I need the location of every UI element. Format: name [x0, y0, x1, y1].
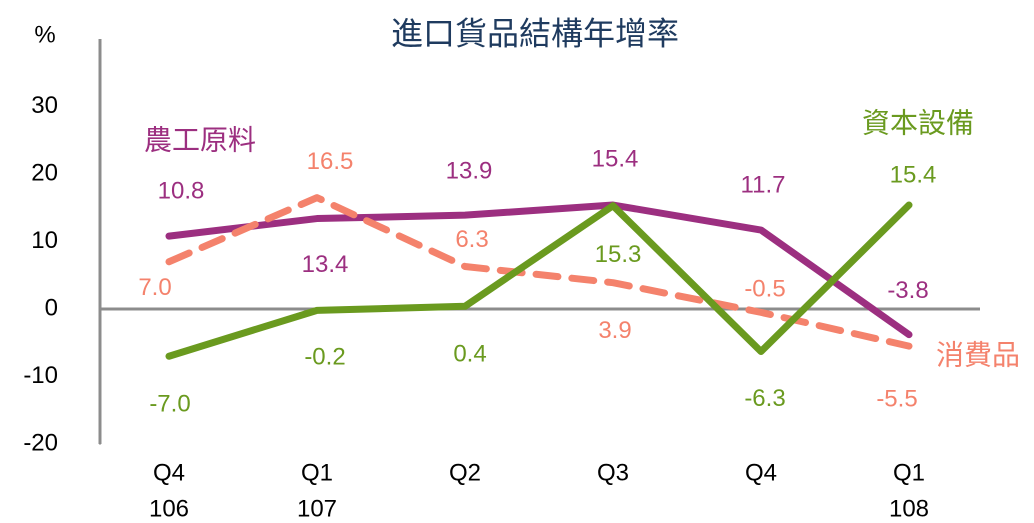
x-tick-label: 107	[297, 495, 337, 522]
series-name: 農工原料	[144, 124, 256, 155]
y-tick-label: 20	[31, 159, 58, 186]
data-label: 13.4	[302, 251, 349, 278]
data-label: 13.9	[446, 158, 493, 185]
series-name: 資本設備	[862, 107, 974, 138]
x-tick-label: 106	[149, 495, 189, 522]
y-tick-label: -20	[23, 429, 58, 456]
y-unit: %	[34, 21, 55, 48]
data-label: -5.5	[876, 385, 917, 412]
y-tick-label: -10	[23, 362, 58, 389]
series-name: 消費品	[936, 339, 1020, 370]
data-label: -7.0	[149, 391, 190, 418]
data-label: 6.3	[455, 226, 488, 253]
y-tick-label: 30	[31, 92, 58, 119]
y-tick-label: 0	[45, 294, 58, 321]
data-label: 15.4	[890, 161, 937, 188]
data-label: -3.8	[887, 277, 928, 304]
y-tick-label: 10	[31, 227, 58, 254]
data-label: 16.5	[307, 148, 354, 175]
x-tick-label: Q1	[893, 459, 925, 486]
data-label: 15.4	[592, 145, 639, 172]
data-label: -0.2	[304, 344, 345, 371]
series-line	[165, 194, 913, 350]
data-label: 15.3	[595, 241, 642, 268]
chart-title: 進口貨品結構年增率	[391, 15, 679, 51]
series-line	[165, 201, 913, 360]
data-label: 3.9	[598, 317, 631, 344]
x-tick-label: Q1	[301, 459, 333, 486]
data-label: -0.5	[744, 276, 785, 303]
series-line	[165, 201, 913, 339]
x-tick-label: Q4	[153, 459, 185, 486]
x-tick-label: Q2	[449, 459, 481, 486]
data-label: 10.8	[158, 177, 205, 204]
x-tick-label: Q4	[745, 459, 777, 486]
data-label: 0.4	[453, 341, 486, 368]
x-tick-label: Q3	[597, 459, 629, 486]
data-label: -6.3	[744, 385, 785, 412]
x-tick-label: 108	[889, 495, 929, 522]
data-label: 7.0	[138, 274, 171, 301]
data-label: 11.7	[741, 171, 786, 198]
